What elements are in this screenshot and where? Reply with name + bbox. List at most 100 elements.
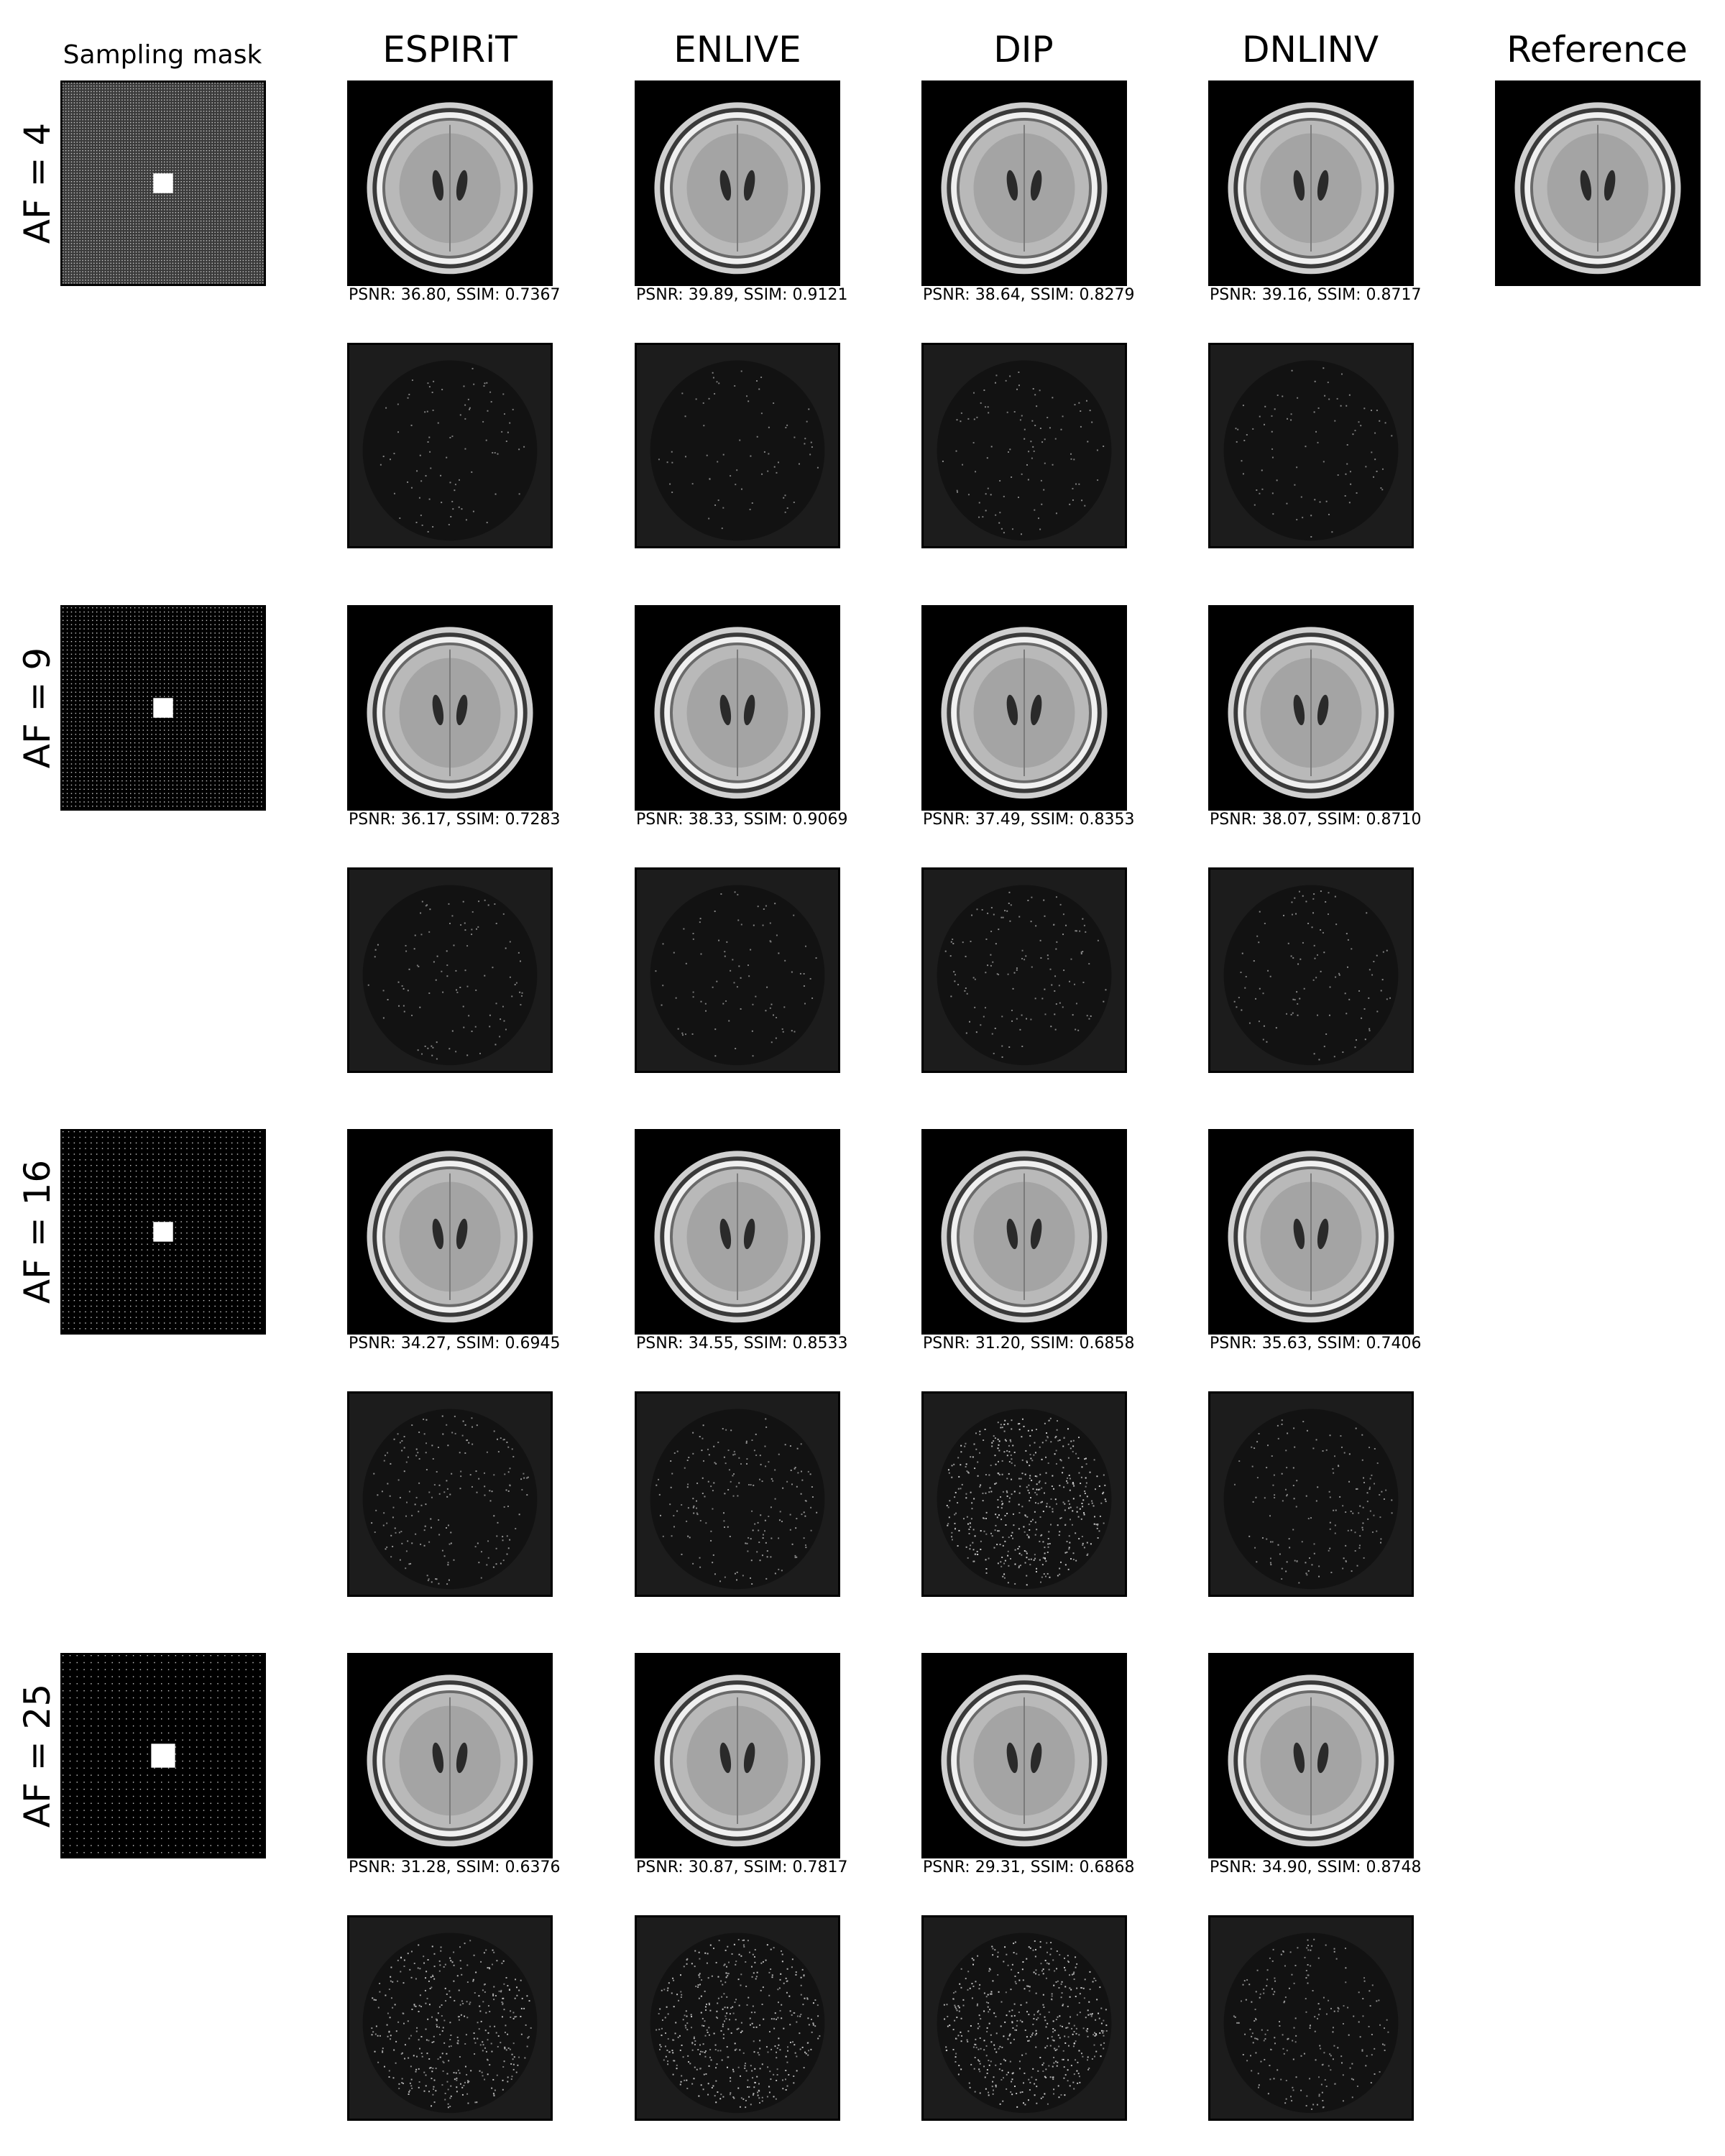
error-dip-af4 <box>921 343 1127 548</box>
error-map-image <box>1210 1917 1412 2119</box>
error-enlive-af9 <box>635 867 840 1073</box>
af-label-4: AF = 4 <box>17 122 58 244</box>
brain-mri-image <box>637 83 838 284</box>
error-enlive-af16 <box>635 1391 840 1597</box>
method-title-dnlinv: DNLINV <box>1241 29 1379 70</box>
sampling-mask-image <box>63 607 264 808</box>
metric-enlive-af16: PSNR: 34.55, SSIM: 0.8533 <box>636 1335 848 1353</box>
brain-mri-image <box>637 1131 838 1332</box>
error-map-image <box>1210 870 1412 1071</box>
recon-enlive-af16 <box>635 1129 840 1335</box>
brain-mri-image <box>1210 83 1412 284</box>
recon-enlive-af9 <box>635 605 840 811</box>
error-dip-af25 <box>921 1915 1127 2121</box>
metric-dnlinv-af9: PSNR: 38.07, SSIM: 0.8710 <box>1210 811 1422 829</box>
brain-mri-image <box>1210 1655 1412 1856</box>
recon-espirit-af16 <box>347 1129 553 1335</box>
error-enlive-af4 <box>635 343 840 548</box>
error-dnlinv-af4 <box>1208 343 1414 548</box>
error-map-image <box>924 345 1125 546</box>
af-label-9: AF = 9 <box>17 647 58 769</box>
recon-enlive-af4 <box>635 80 840 286</box>
error-map-image <box>637 345 838 546</box>
brain-mri-image <box>637 607 838 808</box>
sampling-mask-af16 <box>60 1129 266 1335</box>
error-map-image <box>1210 345 1412 546</box>
metric-enlive-af25: PSNR: 30.87, SSIM: 0.7817 <box>636 1858 848 1876</box>
error-map-image <box>349 1393 551 1595</box>
error-dip-af9 <box>921 867 1127 1073</box>
sampling-mask-title: Sampling mask <box>63 40 262 70</box>
recon-espirit-af4 <box>347 80 553 286</box>
recon-espirit-af25 <box>347 1653 553 1858</box>
error-dip-af16 <box>921 1391 1127 1597</box>
recon-espirit-af9 <box>347 605 553 811</box>
metric-enlive-af9: PSNR: 38.33, SSIM: 0.9069 <box>636 811 848 829</box>
brain-mri-image <box>1210 607 1412 808</box>
method-title-enlive: ENLIVE <box>673 29 801 70</box>
metric-dip-af25: PSNR: 29.31, SSIM: 0.6868 <box>923 1858 1135 1876</box>
metric-dip-af16: PSNR: 31.20, SSIM: 0.6858 <box>923 1335 1135 1353</box>
error-dnlinv-af9 <box>1208 867 1414 1073</box>
error-map-image <box>349 870 551 1071</box>
brain-mri-image <box>924 1655 1125 1856</box>
error-enlive-af25 <box>635 1915 840 2121</box>
recon-dip-af9 <box>921 605 1127 811</box>
method-title-espirit: ESPIRiT <box>382 29 518 70</box>
recon-dip-af25 <box>921 1653 1127 1858</box>
recon-dnlinv-af16 <box>1208 1129 1414 1335</box>
metric-dip-af9: PSNR: 37.49, SSIM: 0.8353 <box>923 811 1135 829</box>
error-espirit-af25 <box>347 1915 553 2121</box>
metric-dnlinv-af4: PSNR: 39.16, SSIM: 0.8717 <box>1210 286 1422 304</box>
recon-dnlinv-af9 <box>1208 605 1414 811</box>
brain-mri-image <box>1210 1131 1412 1332</box>
af-label-25: AF = 25 <box>17 1683 58 1828</box>
error-map-image <box>349 1917 551 2119</box>
brain-mri-image <box>924 83 1125 284</box>
metric-dip-af4: PSNR: 38.64, SSIM: 0.8279 <box>923 286 1135 304</box>
error-dnlinv-af25 <box>1208 1915 1414 2121</box>
brain-mri-image <box>349 607 551 808</box>
af-label-16: AF = 16 <box>17 1159 58 1304</box>
brain-mri-image <box>924 1131 1125 1332</box>
metric-espirit-af9: PSNR: 36.17, SSIM: 0.7283 <box>349 811 561 829</box>
brain-mri-image <box>349 1131 551 1332</box>
error-map-image <box>924 1917 1125 2119</box>
error-espirit-af4 <box>347 343 553 548</box>
metric-espirit-af16: PSNR: 34.27, SSIM: 0.6945 <box>349 1335 561 1353</box>
metric-espirit-af4: PSNR: 36.80, SSIM: 0.7367 <box>349 286 561 304</box>
brain-mri-image <box>924 607 1125 808</box>
brain-mri-image <box>349 1655 551 1856</box>
recon-dnlinv-af4 <box>1208 80 1414 286</box>
brain-mri-image <box>349 83 551 284</box>
brain-mri-image <box>1497 83 1698 284</box>
error-map-image <box>1210 1393 1412 1595</box>
sampling-mask-af25 <box>60 1653 266 1858</box>
sampling-mask-af4 <box>60 80 266 286</box>
metric-espirit-af25: PSNR: 31.28, SSIM: 0.6376 <box>349 1858 561 1876</box>
sampling-mask-af9 <box>60 605 266 811</box>
error-map-image <box>924 870 1125 1071</box>
error-dnlinv-af16 <box>1208 1391 1414 1597</box>
metric-dnlinv-af16: PSNR: 35.63, SSIM: 0.7406 <box>1210 1335 1422 1353</box>
brain-mri-image <box>637 1655 838 1856</box>
sampling-mask-image <box>63 1131 264 1332</box>
reference-title: Reference <box>1506 29 1688 70</box>
recon-dnlinv-af25 <box>1208 1653 1414 1858</box>
method-title-dip: DIP <box>993 29 1054 70</box>
recon-dip-af16 <box>921 1129 1127 1335</box>
error-map-image <box>924 1393 1125 1595</box>
recon-dip-af4 <box>921 80 1127 286</box>
metric-enlive-af4: PSNR: 39.89, SSIM: 0.9121 <box>636 286 848 304</box>
error-espirit-af16 <box>347 1391 553 1597</box>
recon-enlive-af25 <box>635 1653 840 1858</box>
error-map-image <box>349 345 551 546</box>
sampling-mask-image <box>63 1655 264 1856</box>
error-map-image <box>637 870 838 1071</box>
reference-image <box>1495 80 1701 286</box>
error-map-image <box>637 1917 838 2119</box>
error-espirit-af9 <box>347 867 553 1073</box>
sampling-mask-image <box>63 83 264 284</box>
error-map-image <box>637 1393 838 1595</box>
metric-dnlinv-af25: PSNR: 34.90, SSIM: 0.8748 <box>1210 1858 1422 1876</box>
